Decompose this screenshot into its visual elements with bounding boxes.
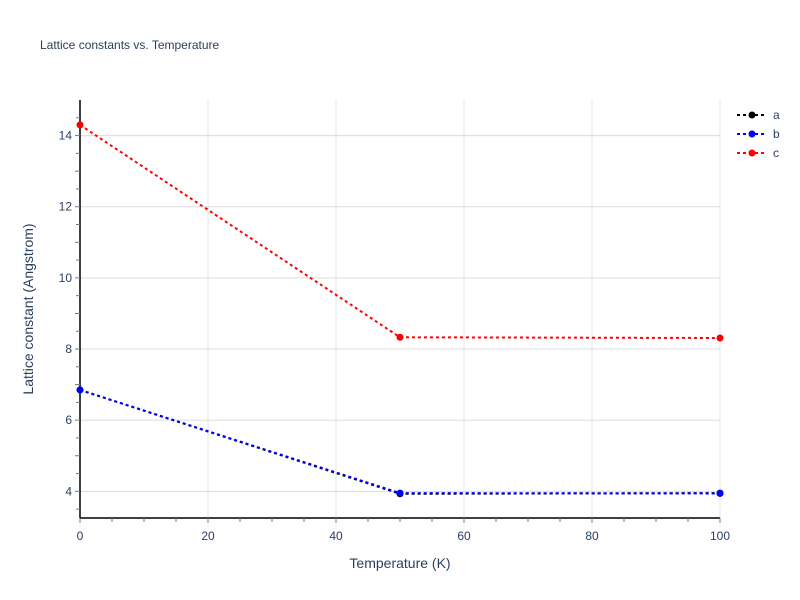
x-tick-label: 0 <box>77 529 84 543</box>
x-tick-label: 40 <box>329 529 343 543</box>
legend-marker-b <box>748 130 756 138</box>
legend-marker-a <box>748 111 756 119</box>
y-tick-label: 8 <box>65 342 72 356</box>
series-line-b <box>79 388 721 495</box>
data-point-c <box>716 334 724 342</box>
x-tick-label: 60 <box>457 529 471 543</box>
chart-title: Lattice constants vs. Temperature <box>40 38 220 52</box>
y-tick-label: 14 <box>59 129 73 143</box>
legend-label-a: a <box>773 108 780 122</box>
data-point-c <box>396 333 404 341</box>
x-tick-label: 80 <box>585 529 599 543</box>
y-tick-label: 10 <box>59 271 73 285</box>
legend-label-b: b <box>773 127 780 141</box>
data-point-c <box>76 121 84 129</box>
series-line-a <box>79 388 721 495</box>
x-tick-label: 20 <box>201 529 215 543</box>
y-tick-label: 12 <box>59 200 73 214</box>
y-axis-title: Lattice constant (Angstrom) <box>20 223 36 394</box>
legend-label-c: c <box>773 146 779 160</box>
x-axis-title: Temperature (K) <box>349 555 450 571</box>
data-point-b <box>76 386 84 394</box>
y-tick-label: 4 <box>65 484 72 498</box>
legend-marker-c <box>748 149 756 157</box>
series-line-c <box>79 124 721 339</box>
y-tick-label: 6 <box>65 413 72 427</box>
data-point-b <box>716 489 724 497</box>
data-point-b <box>396 489 404 497</box>
x-tick-label: 100 <box>710 529 730 543</box>
